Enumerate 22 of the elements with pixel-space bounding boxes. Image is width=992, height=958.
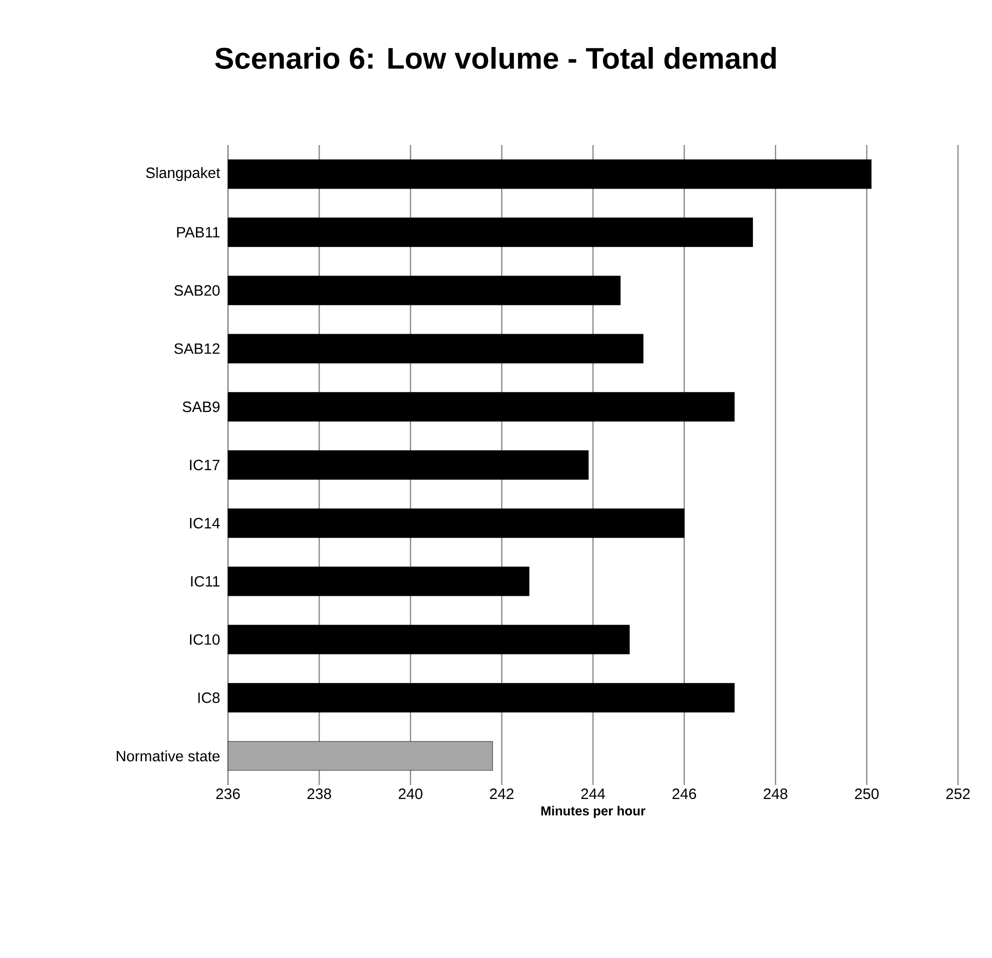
y-tick-label: IC8 xyxy=(198,692,220,704)
y-tick-label: IC11 xyxy=(191,576,220,587)
chart-title: Scenario 6: Low volume - Total demand xyxy=(215,47,776,69)
y-tick-label: SAB9 xyxy=(182,402,220,412)
y-tick-label: IC10 xyxy=(190,634,220,645)
x-tick-label: 238 xyxy=(308,788,332,800)
x-tick-label: 250 xyxy=(855,788,879,800)
x-tick-label: 252 xyxy=(946,788,970,800)
x-tick-label: 236 xyxy=(216,788,240,800)
x-tick-label: 244 xyxy=(581,788,606,799)
x-tick-label: 242 xyxy=(490,788,514,799)
y-tick-label: SAB12 xyxy=(174,343,220,354)
x-tick-label: 248 xyxy=(764,788,788,800)
y-tick-label: IC17 xyxy=(190,460,220,470)
y-tick-label: SAB20 xyxy=(174,285,220,296)
y-tick-label: Slangpaket xyxy=(146,167,220,182)
x-tick-label: 246 xyxy=(672,788,696,800)
y-tick-label: Normative state xyxy=(116,750,220,762)
x-tick-label: 240 xyxy=(398,788,422,800)
y-tick-label: PAB11 xyxy=(177,227,220,238)
x-axis-title: Minutes per hour xyxy=(541,806,646,818)
y-tick-label: IC14 xyxy=(190,518,220,528)
